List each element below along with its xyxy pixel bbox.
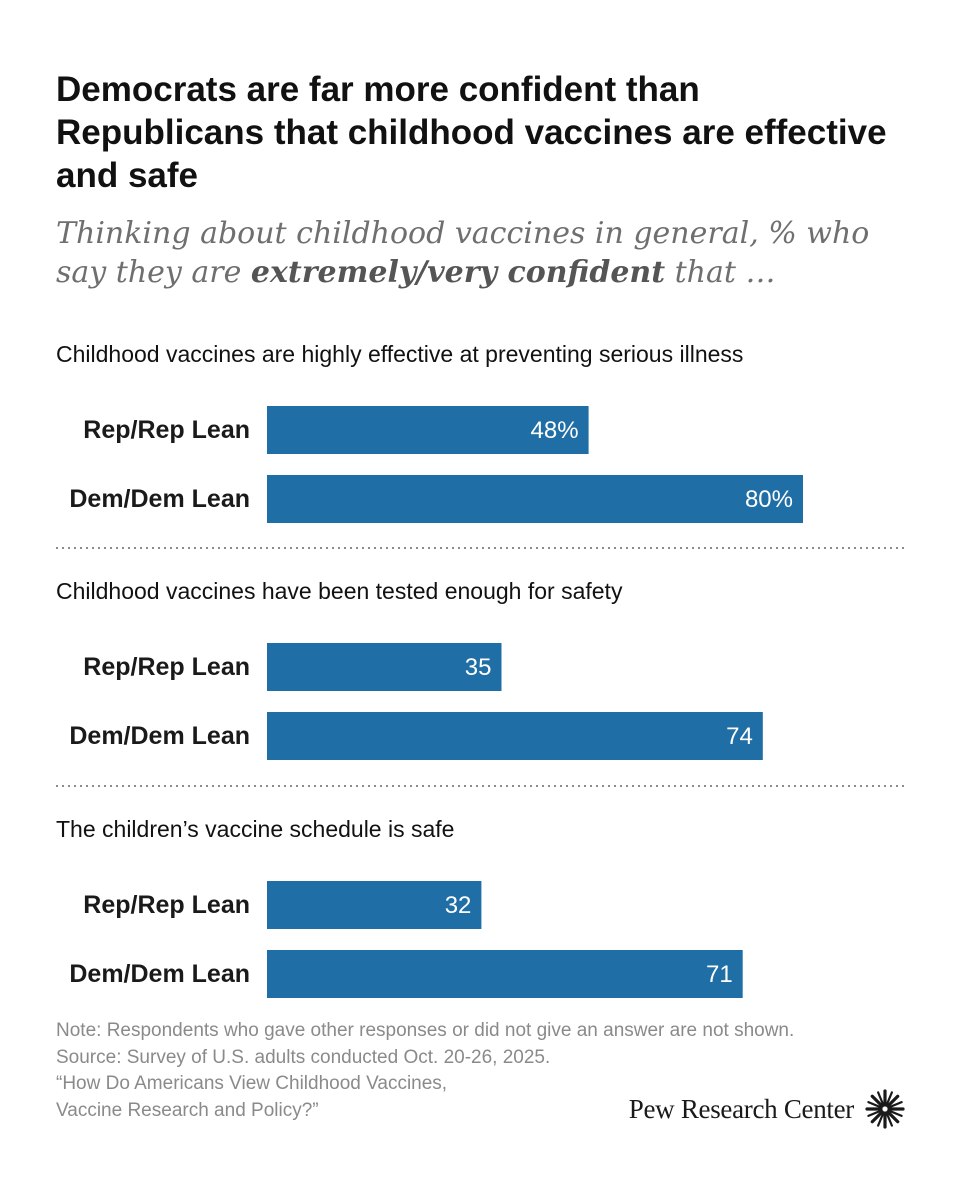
bar bbox=[267, 712, 763, 760]
category-label: Rep/Rep Lean bbox=[83, 891, 250, 919]
chart-notes: Note: Respondents who gave other respons… bbox=[56, 1018, 936, 1124]
subtitle-text-end: that … bbox=[665, 255, 776, 290]
category-label: Dem/Dem Lean bbox=[69, 485, 250, 513]
category-label: Dem/Dem Lean bbox=[69, 722, 250, 750]
logo-text: Pew Research Center bbox=[628, 1093, 855, 1124]
note-line: Note: Respondents who gave other respons… bbox=[56, 1020, 795, 1041]
bar bbox=[267, 643, 502, 691]
bar bbox=[267, 406, 589, 454]
data-label: 32 bbox=[445, 892, 472, 919]
bar bbox=[267, 881, 482, 929]
sunburst-icon bbox=[865, 1089, 905, 1129]
group-title: Childhood vaccines are highly effective … bbox=[56, 341, 743, 367]
subtitle-text-emphasis: extremely/very confident bbox=[250, 255, 666, 290]
bar bbox=[267, 475, 803, 523]
report-title-line-2: Vaccine Research and Policy?” bbox=[56, 1099, 319, 1121]
pew-logo: Pew Research Center bbox=[629, 1088, 906, 1130]
bar bbox=[267, 950, 743, 998]
data-label: 71 bbox=[706, 961, 733, 988]
group-title: The children’s vaccine schedule is safe bbox=[56, 816, 454, 842]
report-title-line-1: “How Do Americans View Childhood Vaccine… bbox=[56, 1073, 448, 1094]
group-title: Childhood vaccines have been tested enou… bbox=[56, 578, 623, 604]
data-label: 74 bbox=[726, 723, 753, 750]
data-label: 80% bbox=[745, 486, 793, 513]
data-label: 35 bbox=[465, 654, 492, 681]
category-label: Rep/Rep Lean bbox=[83, 653, 250, 681]
category-label: Rep/Rep Lean bbox=[83, 416, 250, 444]
chart-title: Democrats are far more confident than Re… bbox=[56, 70, 887, 195]
source-line: Source: Survey of U.S. adults conducted … bbox=[56, 1046, 551, 1068]
category-label: Dem/Dem Lean bbox=[69, 960, 250, 988]
chart-subtitle: Thinking about childhood vaccines in gen… bbox=[56, 214, 916, 292]
bar-chart: Childhood vaccines are highly effective … bbox=[56, 341, 906, 998]
data-label: 48% bbox=[531, 417, 579, 444]
subtitle-text-start: Thinking about childhood vaccines in gen… bbox=[56, 216, 870, 290]
